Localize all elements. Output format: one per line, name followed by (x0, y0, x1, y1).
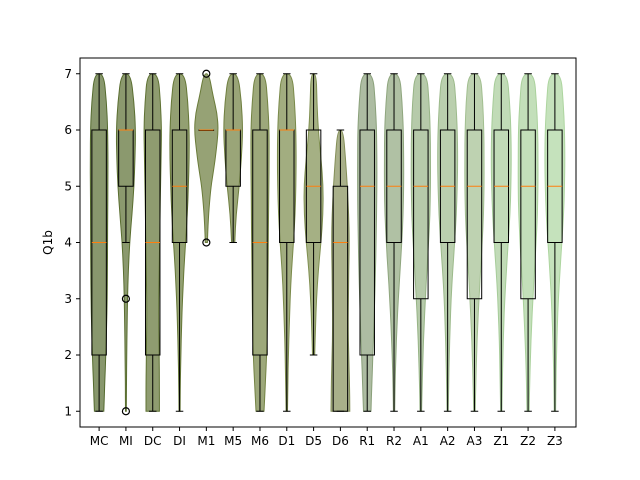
x-tick-label-A3: A3 (467, 434, 483, 448)
y-axis: 1 2 3 4 5 6 7 (64, 67, 80, 418)
x-tick-label-MC: MC (90, 434, 109, 448)
y-axis-label: Q1b (41, 230, 55, 255)
x-tick-label-DI: DI (173, 434, 186, 448)
violin-Z2 (517, 73, 539, 412)
x-tick-label-M5: M5 (224, 434, 242, 448)
box-layer (91, 69, 563, 416)
violin-D5 (303, 73, 324, 356)
y-tick-label-4: 4 (64, 236, 72, 250)
violin-M1 (194, 73, 219, 243)
x-axis: MC MI DC DI M1 M5 M6 D1 D5 D6 R1 R2 A1 A2 A3 Z1 Z2 Z3 (90, 427, 563, 448)
violin-A1 (410, 73, 432, 412)
violin-layer (89, 73, 566, 412)
x-tick-label-D6: D6 (332, 434, 349, 448)
box-Z2 (520, 129, 536, 300)
x-tick-label-DC: DC (144, 434, 162, 448)
x-tick-label-Z2: Z2 (520, 434, 536, 448)
x-tick-label-M1: M1 (197, 434, 215, 448)
outlier-MI-0 (121, 294, 131, 303)
x-tick-label-R1: R1 (359, 434, 375, 448)
box-A3 (466, 129, 483, 300)
x-tick-label-A2: A2 (440, 434, 456, 448)
x-tick-label-Z1: Z1 (493, 434, 509, 448)
y-tick-label-7: 7 (64, 67, 72, 81)
x-tick-label-R2: R2 (386, 434, 402, 448)
outlier-MI-1 (121, 407, 131, 416)
violin-D6 (330, 129, 351, 412)
outlier-M1-0 (202, 69, 211, 78)
x-tick-label-Z3: Z3 (547, 434, 563, 448)
x-tick-label-D5: D5 (305, 434, 322, 448)
box-R1 (359, 129, 375, 356)
outlier-M1-1 (202, 238, 211, 247)
box-A1 (413, 129, 429, 300)
y-tick-label-1: 1 (64, 404, 72, 418)
box-D6 (332, 185, 349, 412)
y-tick-label-5: 5 (64, 179, 72, 193)
x-tick-label-MI: MI (119, 434, 133, 448)
y-tick-label-6: 6 (64, 123, 72, 137)
y-tick-label-3: 3 (64, 292, 72, 306)
x-tick-label-D1: D1 (278, 434, 295, 448)
x-tick-label-M6: M6 (251, 434, 269, 448)
violin-A3 (464, 73, 485, 412)
x-tick-label-A1: A1 (413, 434, 429, 448)
y-tick-label-2: 2 (64, 348, 72, 362)
